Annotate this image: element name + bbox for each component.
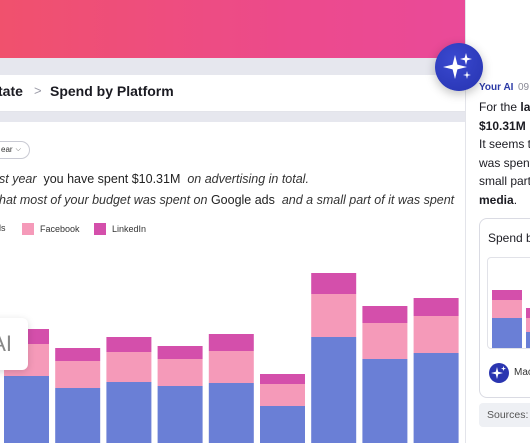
- message-text: It seems t: [479, 137, 530, 151]
- bar-segment[interactable]: [362, 359, 408, 443]
- chart-preview-thumbnail[interactable]: [487, 257, 530, 356]
- bar-segment[interactable]: [157, 386, 203, 443]
- legend-label: LinkedIn: [112, 224, 147, 234]
- spend-bar-chart: [4, 273, 459, 443]
- bar-segment[interactable]: [55, 361, 101, 388]
- report-content: ear ⌵ st year you have spent $10.31M on …: [0, 122, 465, 443]
- chart-preview-source: Mac: [514, 367, 530, 378]
- assistant-name: Your AI: [479, 82, 514, 93]
- mini-chart: [492, 290, 530, 356]
- message-text: las: [520, 100, 530, 114]
- legend-item: ds: [0, 223, 6, 233]
- summary-line-1: st year you have spent $10.31M on advert…: [0, 172, 309, 186]
- period-filter-label: ear: [1, 145, 13, 154]
- page-title: Spend by Platform: [50, 83, 174, 99]
- bar-segment[interactable]: [157, 359, 203, 386]
- summary-line-2: hat most of your budget was spent on Goo…: [0, 193, 454, 207]
- bar-segment[interactable]: [260, 374, 305, 384]
- bar-segment[interactable]: [106, 337, 152, 352]
- summary-top-platform: Google ads: [210, 193, 275, 207]
- bar-segment[interactable]: [413, 316, 459, 353]
- bar-segment[interactable]: [106, 382, 152, 443]
- legend-label: ds: [0, 223, 6, 233]
- legend-item: LinkedIn: [94, 223, 146, 235]
- sparkle-icon: [443, 53, 472, 79]
- assistant-timestamp: 09: [518, 82, 530, 93]
- message-text: For the: [479, 100, 521, 114]
- bar-segment[interactable]: [260, 384, 305, 406]
- bar-segment[interactable]: [311, 273, 357, 294]
- legend-item: Facebook: [22, 223, 80, 235]
- bar-segment[interactable]: [55, 388, 101, 443]
- bar-segment[interactable]: [413, 353, 459, 443]
- chart-preview-title: Spend b: [488, 231, 530, 245]
- bar-segment[interactable]: [208, 351, 254, 383]
- bar-segment[interactable]: [260, 406, 305, 443]
- bar-segment[interactable]: [362, 306, 408, 323]
- page-header: tate > Spend by Platform: [0, 75, 465, 112]
- ai-avatar-icon: [489, 363, 509, 383]
- bar-segment[interactable]: [208, 383, 254, 443]
- page-background: tate > Spend by Platform ear ⌵ st year y…: [0, 58, 530, 443]
- ai-floating-card[interactable]: AI: [0, 318, 28, 370]
- bar-segment[interactable]: [311, 337, 357, 443]
- bar-segment[interactable]: [311, 294, 357, 337]
- assistant-message: For the las $10.31M It seems t was spent…: [479, 98, 530, 209]
- bar-segment[interactable]: [208, 334, 254, 351]
- ai-assistant-button[interactable]: [435, 43, 483, 91]
- mini-bar: [526, 332, 530, 356]
- bar-segment[interactable]: [55, 348, 101, 361]
- mini-bar: [526, 318, 530, 332]
- message-text: .: [513, 192, 518, 207]
- ai-assistant-panel: Your AI 09 For the las $10.31M It seems …: [465, 0, 530, 443]
- message-total: $10.31M: [479, 118, 526, 133]
- summary-text: hat most of your budget was spent on: [0, 193, 208, 207]
- legend-label: Facebook: [40, 224, 80, 234]
- message-text: small part: [479, 174, 530, 188]
- chart-preview-card[interactable]: Spend b Mac: [479, 218, 530, 398]
- mini-bar: [492, 290, 522, 300]
- chevron-down-icon: ⌵: [15, 146, 21, 153]
- mini-bar: [492, 318, 522, 356]
- breadcrumb-previous[interactable]: tate: [0, 83, 23, 99]
- sources-label[interactable]: Sources:: [479, 403, 530, 427]
- legend-swatch: [94, 223, 106, 235]
- period-filter-chip[interactable]: ear ⌵: [0, 141, 30, 159]
- summary-text: on advertising in total.: [187, 172, 309, 186]
- legend-swatch: [22, 223, 34, 235]
- bar-segment[interactable]: [413, 298, 459, 316]
- message-text: was spent: [479, 155, 530, 170]
- bar-segment[interactable]: [106, 352, 152, 382]
- summary-text: st year: [0, 172, 37, 186]
- mini-bar: [526, 308, 530, 318]
- summary-total-spent: you have spent $10.31M: [43, 172, 181, 186]
- bar-segment[interactable]: [157, 346, 203, 359]
- bar-segment[interactable]: [4, 376, 49, 443]
- message-text: media: [479, 192, 514, 207]
- summary-text: and a small part of it was spent: [281, 193, 455, 207]
- sparkle-icon: [491, 366, 506, 379]
- mini-bar: [492, 300, 522, 318]
- bar-segment[interactable]: [362, 323, 408, 359]
- breadcrumb-separator-icon: >: [34, 83, 42, 98]
